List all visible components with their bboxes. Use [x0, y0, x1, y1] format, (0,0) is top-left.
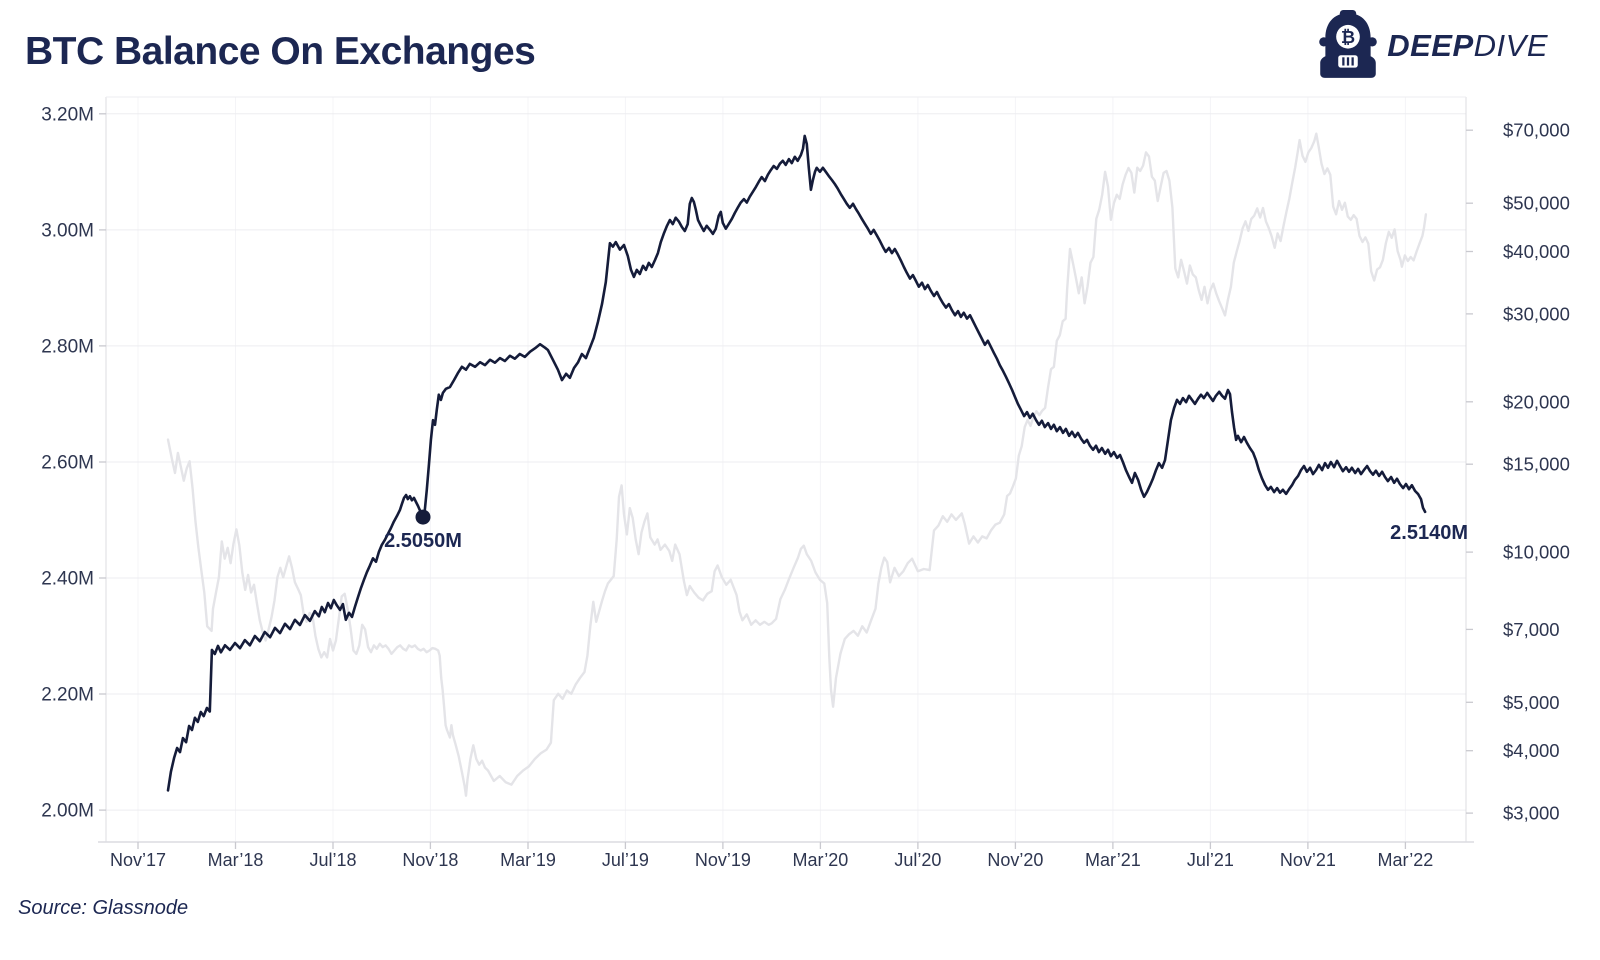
svg-text:$7,000: $7,000 [1503, 619, 1560, 640]
annotation-label: 2.5050M [384, 530, 462, 552]
svg-text:$20,000: $20,000 [1503, 391, 1570, 412]
svg-text:Jul’19: Jul’19 [602, 850, 649, 870]
svg-text:3.00M: 3.00M [41, 220, 94, 241]
svg-text:Jul’21: Jul’21 [1187, 850, 1234, 870]
brand-deep: DEEP [1387, 28, 1474, 63]
y-right-axis-labels: $3,000 $4,000 $5,000 $7,000 $10,000 $15,000 $2… [1503, 120, 1570, 824]
svg-text:Nov’18: Nov’18 [402, 850, 458, 870]
svg-text:2.20M: 2.20M [41, 685, 94, 706]
annotation-dot [415, 509, 431, 525]
x-axis-labels: Nov’17 Mar’18 Jul’18 Nov’18 Mar’19 Jul’19 Nov’… [110, 850, 1433, 870]
svg-text:2.40M: 2.40M [41, 569, 94, 590]
balance-line [166, 134, 1427, 792]
svg-text:2.00M: 2.00M [41, 801, 94, 822]
svg-text:$3,000: $3,000 [1503, 803, 1560, 824]
y-left-axis-labels: 2.00M 2.20M 2.40M 2.60M 2.80M 3.00M 3.20M [41, 104, 94, 821]
svg-text:Nov’20: Nov’20 [987, 850, 1043, 870]
deepdive-logo: ₿ DEEPDIVE [1319, 10, 1548, 82]
page-title: BTC Balance On Exchanges [25, 30, 536, 73]
price-line [166, 132, 1428, 797]
plot-border [98, 96, 1474, 843]
svg-text:Mar’19: Mar’19 [500, 850, 556, 870]
svg-text:$4,000: $4,000 [1503, 740, 1560, 761]
svg-text:Jul’20: Jul’20 [894, 850, 941, 870]
svg-text:Nov’17: Nov’17 [110, 850, 166, 870]
svg-text:$70,000: $70,000 [1503, 120, 1570, 141]
svg-text:$50,000: $50,000 [1503, 193, 1570, 214]
svg-text:$15,000: $15,000 [1503, 454, 1570, 475]
svg-text:Jul’18: Jul’18 [309, 850, 356, 870]
svg-text:Mar’18: Mar’18 [208, 850, 264, 870]
svg-text:$40,000: $40,000 [1503, 241, 1570, 262]
svg-text:Nov’19: Nov’19 [695, 850, 751, 870]
annotation-label: 2.5140M [1390, 522, 1468, 544]
brand-dive: DIVE [1473, 28, 1548, 63]
svg-text:$5,000: $5,000 [1503, 692, 1560, 713]
svg-text:Mar’22: Mar’22 [1378, 850, 1434, 870]
svg-text:Nov’21: Nov’21 [1280, 850, 1336, 870]
balance-annotation: 2.5140M [1390, 522, 1468, 544]
balance-annotation: 2.5050M [384, 509, 462, 552]
horizontal-gridlines [106, 113, 1466, 811]
deepdive-wordmark: DEEPDIVE [1387, 28, 1548, 64]
svg-text:$10,000: $10,000 [1503, 542, 1570, 563]
svg-text:Mar’20: Mar’20 [793, 850, 849, 870]
svg-text:$30,000: $30,000 [1503, 303, 1570, 324]
svg-text:3.20M: 3.20M [41, 104, 94, 125]
svg-text:₿: ₿ [1341, 28, 1355, 48]
svg-text:Mar’21: Mar’21 [1085, 850, 1141, 870]
vertical-gridlines [137, 97, 1406, 842]
svg-text:2.60M: 2.60M [41, 453, 94, 474]
svg-text:2.80M: 2.80M [41, 336, 94, 357]
source-note: Source: Glassnode [18, 897, 189, 919]
diving-helmet-icon: ₿ [1319, 10, 1378, 78]
tick-marks [99, 113, 1473, 849]
